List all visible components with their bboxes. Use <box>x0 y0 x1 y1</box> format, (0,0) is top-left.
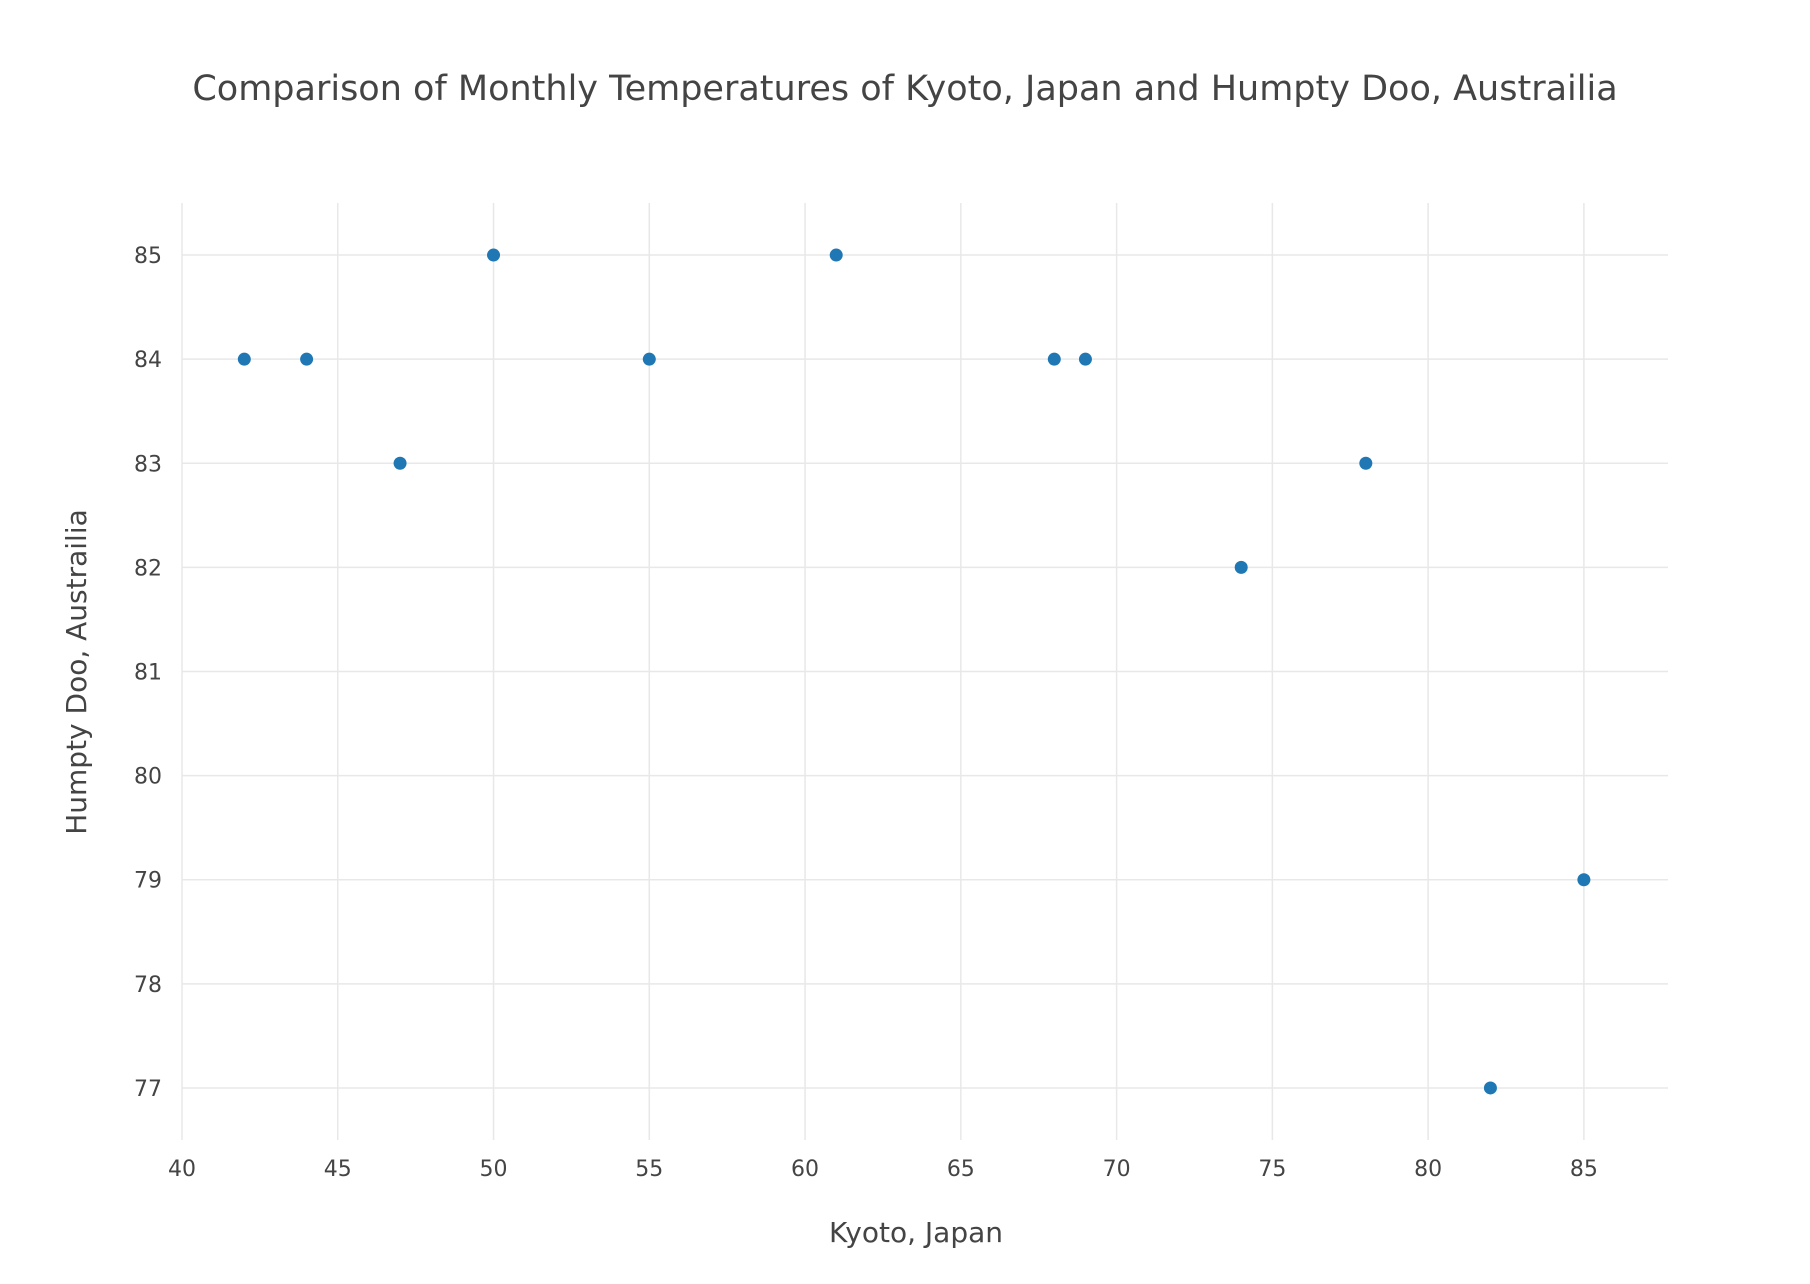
x-tick-label: 50 <box>480 1157 508 1182</box>
y-tick-label: 77 <box>134 1077 162 1102</box>
y-tick-label: 83 <box>134 452 162 477</box>
scatter-point[interactable] <box>393 456 407 470</box>
x-tick-label: 70 <box>1103 1157 1131 1182</box>
y-tick-label: 85 <box>134 244 162 269</box>
grid <box>181 203 1668 1140</box>
scatter-point[interactable] <box>1359 456 1373 470</box>
y-tick-label: 81 <box>134 661 162 686</box>
scatter-point[interactable] <box>1577 873 1591 887</box>
x-tick-label: 45 <box>324 1157 352 1182</box>
x-tick-label: 80 <box>1414 1157 1442 1182</box>
scatter-point[interactable] <box>487 248 501 262</box>
x-tick-label: 75 <box>1258 1157 1286 1182</box>
scatter-point[interactable] <box>300 352 314 366</box>
scatter-point[interactable] <box>1078 352 1092 366</box>
x-tick-label: 85 <box>1570 1157 1598 1182</box>
scatter-point[interactable] <box>829 248 843 262</box>
data-points <box>237 248 1591 1095</box>
tick-labels: 40 45 50 55 60 65 70 75 80 85 77 78 79 80 81 82 83 84 85 <box>134 244 1598 1182</box>
x-tick-label: 60 <box>791 1157 819 1182</box>
y-tick-label: 84 <box>134 348 162 373</box>
x-tick-label: 55 <box>635 1157 663 1182</box>
scatter-point[interactable] <box>237 352 251 366</box>
x-tick-label: 40 <box>168 1157 196 1182</box>
y-tick-label: 78 <box>134 973 162 998</box>
y-tick-label: 79 <box>134 869 162 894</box>
scatter-point[interactable] <box>1234 560 1248 574</box>
y-axis-title: Humpty Doo, Austrailia <box>60 509 93 835</box>
x-tick-label: 65 <box>947 1157 975 1182</box>
chart-title: Comparison of Monthly Temperatures of Ky… <box>192 69 1617 109</box>
x-axis-title: Kyoto, Japan <box>829 1216 1003 1249</box>
y-tick-label: 80 <box>134 765 162 790</box>
y-tick-label: 82 <box>134 556 162 581</box>
scatter-point[interactable] <box>1047 352 1061 366</box>
scatter-point[interactable] <box>1483 1081 1497 1095</box>
scatter-point[interactable] <box>642 352 656 366</box>
